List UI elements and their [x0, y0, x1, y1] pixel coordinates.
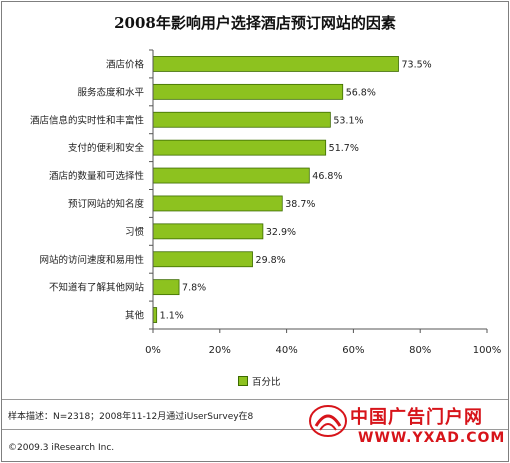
category-label: 酒店信息的实时性和丰富性 [30, 114, 145, 126]
data-label: 46.8% [312, 171, 342, 182]
bar [152, 195, 283, 212]
category-label: 习惯 [125, 226, 145, 238]
legend-label: 百分比 [252, 377, 281, 388]
bar [152, 83, 344, 100]
category-label: 酒店价格 [106, 58, 145, 70]
x-tick-label: 40% [275, 345, 297, 356]
copyright-text: ©2009.3 iResearch Inc. [8, 443, 115, 453]
bar [152, 223, 264, 240]
data-label: 32.9% [266, 227, 296, 238]
data-label: 38.7% [285, 199, 315, 210]
category-label: 其他 [125, 310, 145, 322]
bar [152, 279, 180, 296]
watermark-brand: 中国广告门户网 [350, 407, 483, 428]
data-label: 53.1% [333, 115, 363, 126]
data-label: 56.8% [346, 87, 376, 98]
x-tick-label: 80% [409, 345, 431, 356]
watermark-logo-icon [309, 405, 347, 437]
data-label: 73.5% [401, 59, 431, 70]
bar [152, 139, 327, 156]
category-label: 酒店的数量和可选择性 [49, 170, 145, 182]
category-label: 网站的访问速度和易用性 [39, 254, 144, 266]
sample-note: 样本描述：N=2318；2008年11-12月通过iUserSurvey在8 [8, 412, 254, 422]
data-label: 29.8% [256, 255, 286, 266]
divider [2, 399, 508, 400]
chart-title: 2008年影响用户选择酒店预订网站的因素 [114, 14, 396, 32]
x-tick-label: 100% [473, 345, 502, 356]
category-label: 服务态度和水平 [77, 86, 144, 98]
data-label: 1.1% [160, 311, 184, 322]
bar [152, 167, 310, 184]
bar [152, 111, 331, 128]
category-label: 不知道有了解其他网站 [49, 282, 145, 294]
data-label: 7.8% [182, 283, 206, 294]
bar [152, 307, 158, 323]
category-label: 支付的便利和安全 [68, 142, 145, 154]
x-tick-label: 20% [209, 345, 231, 356]
divider [2, 429, 508, 430]
legend: 百分比 [238, 374, 281, 388]
x-tick-label: 60% [342, 345, 364, 356]
bar [152, 56, 399, 72]
bar [152, 251, 253, 268]
legend-swatch [238, 376, 248, 386]
data-label: 51.7% [329, 143, 359, 154]
category-label: 预订网站的知名度 [68, 198, 145, 210]
watermark-url: WWW.YXAD.COM [358, 430, 506, 446]
bar-chart: 酒店价格 73.5% 服务态度和水平 56.8% 酒店信息的实时性和丰富性 53.1% 支付… [30, 49, 502, 356]
x-tick-label: 0% [145, 345, 161, 356]
